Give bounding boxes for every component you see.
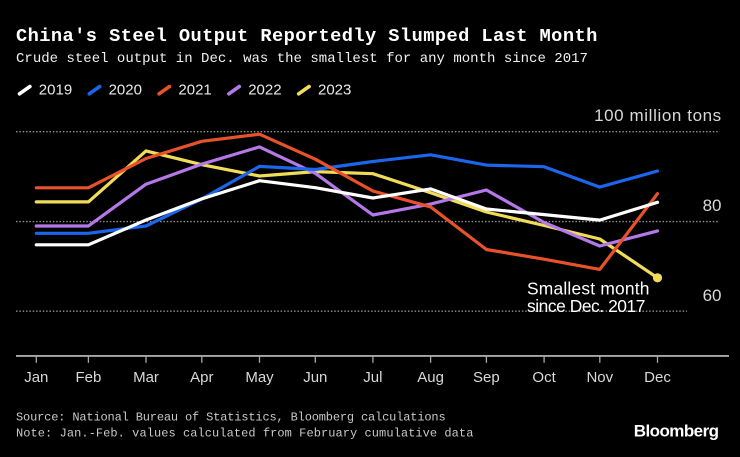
svg-text:Nov: Nov — [586, 369, 613, 386]
svg-text:Sep: Sep — [473, 369, 500, 386]
svg-text:2021: 2021 — [178, 82, 211, 99]
svg-text:Jun: Jun — [303, 369, 327, 386]
svg-text:Aug: Aug — [417, 369, 444, 386]
svg-text:2019: 2019 — [39, 82, 72, 99]
svg-text:Source: National Bureau of Sta: Source: National Bureau of Statistics, B… — [16, 410, 446, 424]
svg-text:2020: 2020 — [109, 82, 142, 99]
svg-text:Mar: Mar — [133, 369, 159, 386]
svg-text:Bloomberg: Bloomberg — [634, 421, 719, 440]
svg-text:China's Steel Output Reportedl: China's Steel Output Reportedly Slumped … — [16, 25, 598, 47]
svg-text:May: May — [245, 369, 274, 386]
svg-text:Note: Jan.-Feb. values calcula: Note: Jan.-Feb. values calculated from F… — [16, 427, 473, 441]
svg-text:Feb: Feb — [75, 369, 101, 386]
svg-text:Oct: Oct — [532, 369, 556, 386]
svg-text:Dec: Dec — [644, 369, 671, 386]
svg-text:Jan: Jan — [24, 369, 48, 386]
svg-text:Crude steel output in Dec. was: Crude steel output in Dec. was the small… — [16, 51, 588, 67]
svg-text:60: 60 — [703, 286, 722, 305]
svg-text:80: 80 — [703, 196, 722, 215]
svg-text:Jul: Jul — [363, 369, 382, 386]
svg-text:100 million tons: 100 million tons — [594, 106, 722, 125]
svg-text:Apr: Apr — [190, 369, 213, 386]
svg-text:2023: 2023 — [318, 82, 351, 99]
svg-text:since Dec. 2017: since Dec. 2017 — [527, 296, 645, 316]
svg-text:Smallest month: Smallest month — [527, 279, 650, 299]
svg-text:2022: 2022 — [248, 82, 281, 99]
